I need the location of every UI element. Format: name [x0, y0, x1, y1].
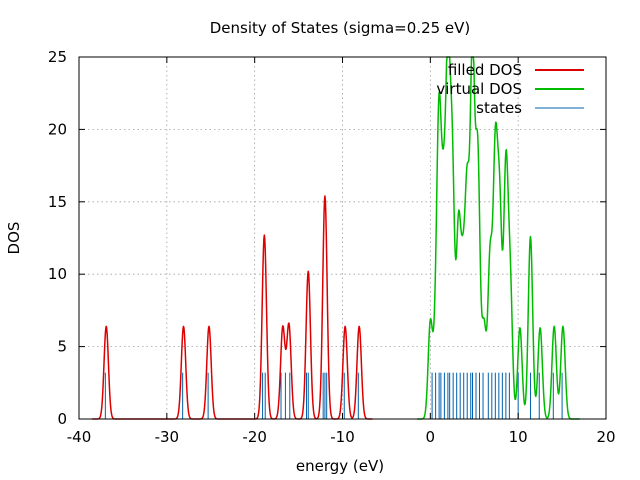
x-tick-label: -20 — [242, 428, 267, 446]
series-line-filled-dos — [91, 195, 373, 420]
y-tick-label: 15 — [48, 193, 67, 211]
y-tick-label: 0 — [57, 410, 67, 428]
x-axis-label: energy (eV) — [296, 457, 384, 475]
x-tick-label: 10 — [509, 428, 528, 446]
x-tick-label: -40 — [67, 428, 92, 446]
y-axis-label: DOS — [5, 222, 23, 255]
y-tick-label: 5 — [57, 338, 67, 356]
series-line-virtual-dos — [416, 56, 580, 420]
y-tick-label: 10 — [48, 265, 67, 283]
x-tick-label: 0 — [426, 428, 436, 446]
chart-title: Density of States (sigma=0.25 eV) — [210, 19, 471, 37]
y-tick-label: 20 — [48, 120, 67, 138]
legend-label-states: states — [476, 99, 522, 117]
axis-ticks: -40 -30 -20 -10 0 10 20 0 5 10 15 20 25 — [48, 48, 616, 446]
x-tick-label: -30 — [155, 428, 180, 446]
legend-label-filled-dos: filled DOS — [448, 61, 522, 79]
legend: filled DOS virtual DOS states — [436, 61, 584, 117]
x-tick-label: -10 — [330, 428, 355, 446]
legend-label-virtual-dos: virtual DOS — [436, 80, 522, 98]
y-tick-label: 25 — [48, 48, 67, 66]
x-tick-label: 20 — [596, 428, 615, 446]
